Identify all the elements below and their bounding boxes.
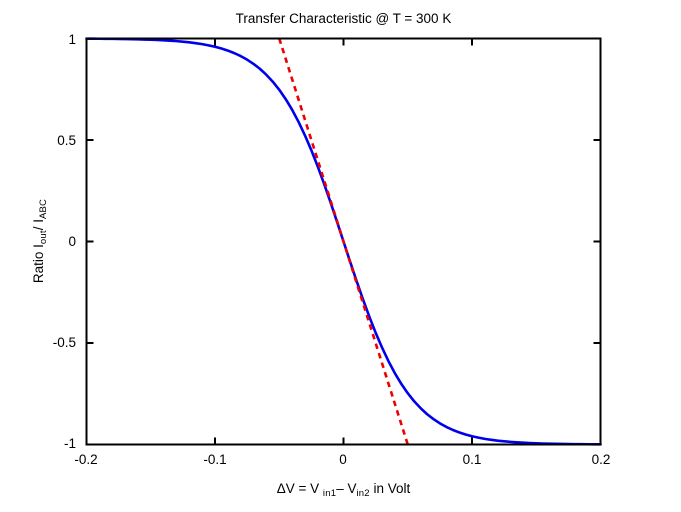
x-tick-label-4: 0.2 (591, 452, 611, 467)
x-tick-label-1: -0.1 (203, 452, 227, 467)
chart-title: Transfer Characteristic @ T = 300 K (235, 11, 452, 26)
y-tick-label-0: 1 (68, 32, 76, 47)
x-axis-label: ΔV = V in1– Vin2 in Volt (86, 481, 601, 499)
y-tick-label-1: 0.5 (57, 133, 76, 148)
y-axis-label-sub-abc: ABC (38, 198, 49, 220)
x-axis-label-unit: in Volt (369, 481, 411, 496)
x-axis-label-sub-in2: in2 (356, 488, 370, 499)
axes-frame (85, 37, 602, 446)
x-axis-label-sub-in1: in1 (322, 488, 337, 499)
x-tick-label-3: 0.1 (462, 452, 482, 467)
y-tick-label-3: -0.5 (52, 335, 76, 350)
y-tick-label-4: -1 (63, 436, 76, 451)
x-axis-label-text: ΔV = V (276, 481, 323, 496)
x-axis-label-minus: – V (336, 481, 357, 496)
y-tick-label-2: 0 (68, 234, 76, 249)
x-tick-label-0: -0.2 (74, 452, 98, 467)
y-axis-label-slash: / I (31, 219, 46, 231)
x-tick-label-2: 0 (339, 452, 347, 467)
tangent-dashed-line (278, 38, 409, 445)
axis-ticks (85, 37, 602, 446)
